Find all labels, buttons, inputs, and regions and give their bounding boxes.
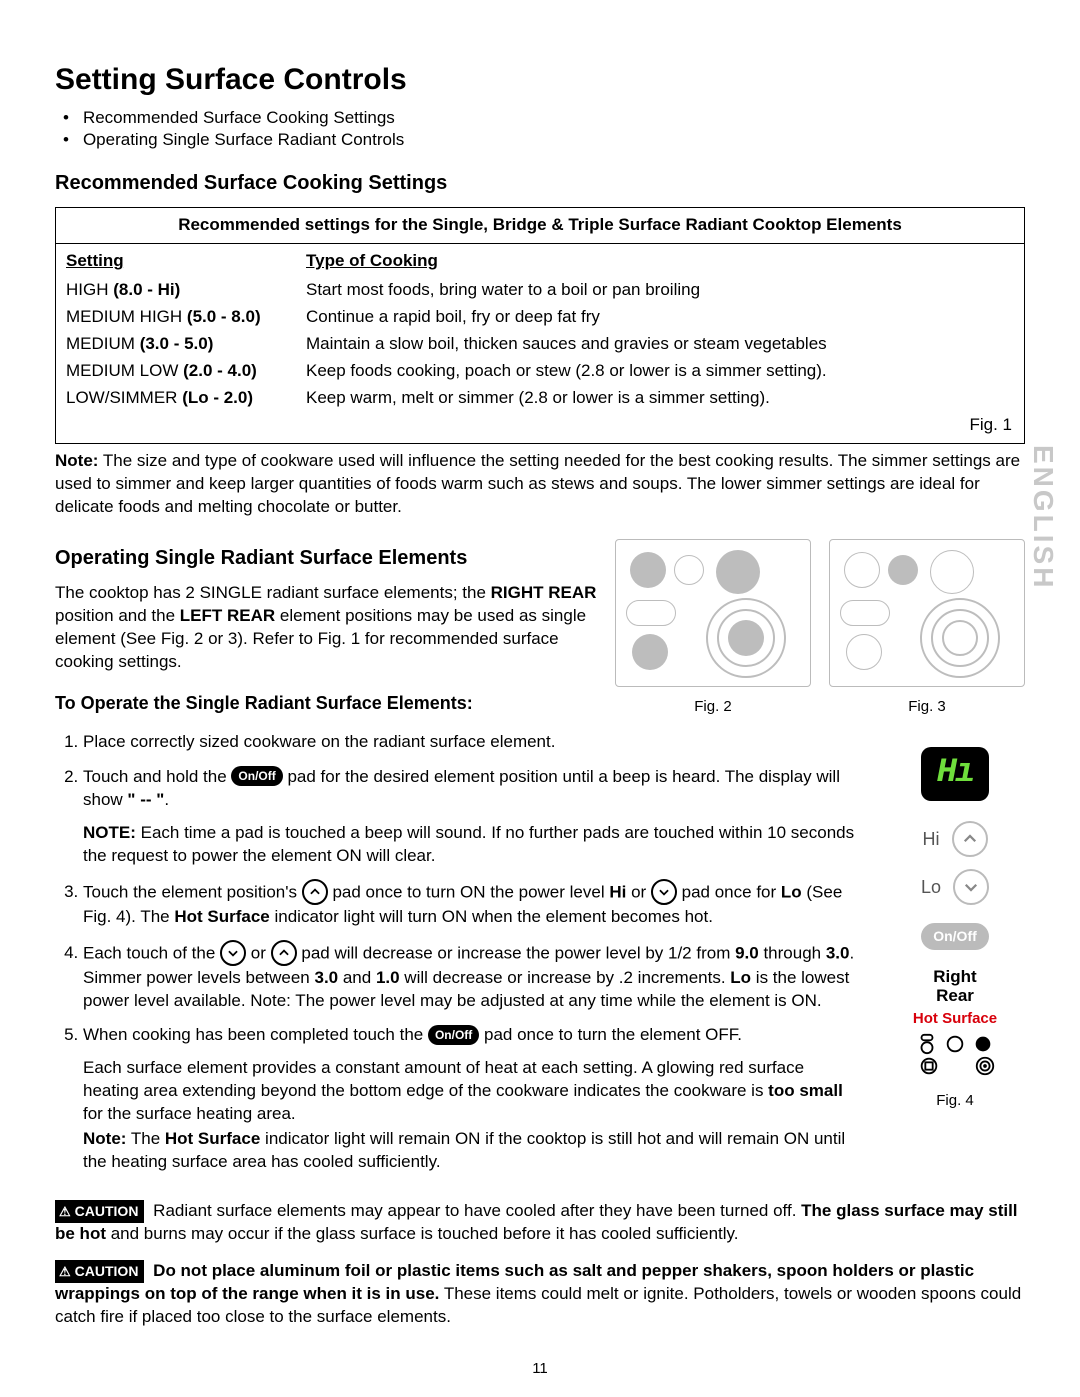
- col-header-setting: Setting: [56, 244, 296, 277]
- row-desc: Start most foods, bring water to a boil …: [296, 277, 1024, 304]
- hot-surface-label: Hot Surface: [913, 1009, 997, 1029]
- lo-label: Lo: [921, 875, 941, 899]
- down-chevron-icon: [220, 940, 246, 966]
- up-chevron-icon: [302, 879, 328, 905]
- row-desc: Keep foods cooking, poach or stew (2.8 o…: [296, 358, 1024, 385]
- caution-text: CAUTION Do not place aluminum foil or pl…: [55, 1260, 1025, 1329]
- col-header-type: Type of Cooking: [296, 244, 1024, 277]
- figure-label: Fig. 2: [615, 697, 811, 717]
- figure-label: Fig. 3: [829, 697, 1025, 717]
- caution-badge-icon: CAUTION: [55, 1200, 144, 1223]
- cooktop-diagram: [829, 539, 1025, 687]
- row-setting: LOW/SIMMER (Lo - 2.0): [56, 385, 296, 412]
- mini-cooktop-icon: [915, 1055, 996, 1077]
- display-readout: Hı: [921, 747, 989, 801]
- section-heading: Operating Single Radiant Surface Element…: [55, 545, 597, 572]
- row-desc: Maintain a slow boil, thicken sauces and…: [296, 331, 1024, 358]
- down-chevron-icon: [953, 869, 989, 905]
- onoff-button-icon: On/Off: [921, 923, 989, 950]
- instruction-step: Place correctly sized cookware on the ra…: [83, 731, 855, 754]
- figure-label: Fig. 4: [936, 1091, 974, 1111]
- page-title: Setting Surface Controls: [55, 60, 1025, 101]
- row-setting: HIGH (8.0 - Hi): [56, 277, 296, 304]
- onoff-pad-icon: On/Off: [231, 766, 282, 786]
- instruction-step: Each touch of the or pad will decrease o…: [83, 941, 855, 1013]
- onoff-pad-icon: On/Off: [428, 1025, 479, 1045]
- mini-cooktop-icon: [916, 1033, 994, 1055]
- body-text: The cooktop has 2 SINGLE radiant surface…: [55, 582, 597, 674]
- toc-item: Operating Single Surface Radiant Control…: [55, 129, 1025, 152]
- section-heading: Recommended Surface Cooking Settings: [55, 170, 1025, 197]
- instruction-step: Touch and hold the On/Off pad for the de…: [83, 766, 855, 868]
- note-text: Note: The size and type of cookware used…: [55, 450, 1025, 519]
- position-label: RightRear: [933, 968, 976, 1005]
- figure-label: Fig. 1: [56, 412, 1024, 443]
- control-panel-diagram: Hı Hi Lo On/Off RightRear Hot Surface Fi…: [885, 747, 1025, 1186]
- settings-table: Recommended settings for the Single, Bri…: [55, 207, 1025, 444]
- row-setting: MEDIUM LOW (2.0 - 4.0): [56, 358, 296, 385]
- page-number: 11: [0, 1359, 1080, 1379]
- row-desc: Keep warm, melt or simmer (2.8 or lower …: [296, 385, 1024, 412]
- table-title: Recommended settings for the Single, Bri…: [56, 208, 1024, 244]
- row-setting: MEDIUM (3.0 - 5.0): [56, 331, 296, 358]
- toc-item: Recommended Surface Cooking Settings: [55, 107, 1025, 130]
- up-chevron-icon: [952, 821, 988, 857]
- caution-badge-icon: CAUTION: [55, 1260, 144, 1283]
- language-label: ENGLISH: [1024, 445, 1062, 590]
- row-desc: Continue a rapid boil, fry or deep fat f…: [296, 304, 1024, 331]
- caution-text: CAUTION Radiant surface elements may app…: [55, 1200, 1025, 1246]
- up-chevron-icon: [271, 940, 297, 966]
- instruction-step: When cooking has been completed touch th…: [83, 1024, 855, 1174]
- toc-list: Recommended Surface Cooking Settings Ope…: [55, 107, 1025, 153]
- hi-label: Hi: [923, 827, 940, 851]
- row-setting: MEDIUM HIGH (5.0 - 8.0): [56, 304, 296, 331]
- down-chevron-icon: [651, 879, 677, 905]
- instruction-list: Place correctly sized cookware on the ra…: [55, 731, 855, 1174]
- sub-heading: To Operate the Single Radiant Surface El…: [55, 691, 597, 715]
- cooktop-diagram: [615, 539, 811, 687]
- instruction-step: Touch the element position's pad once to…: [83, 880, 855, 929]
